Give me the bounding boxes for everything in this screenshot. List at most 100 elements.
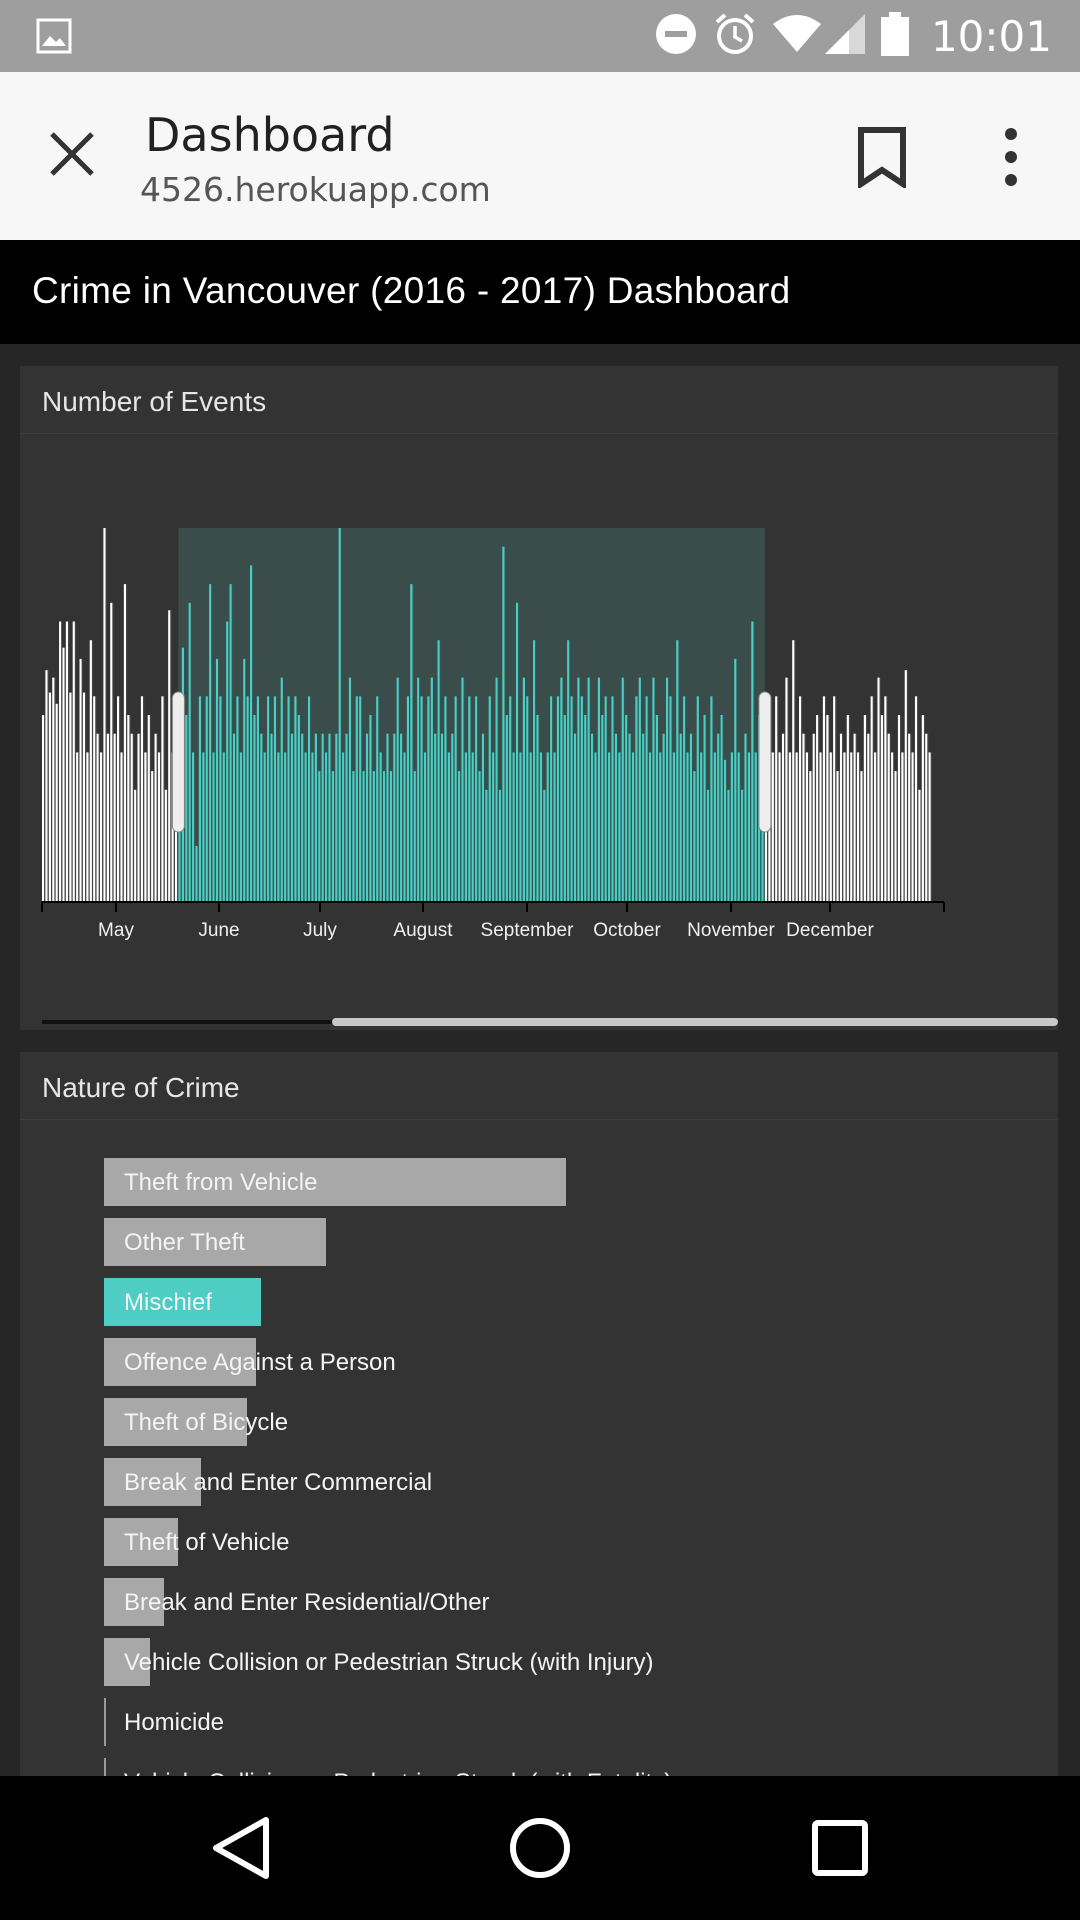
brush-handle-left[interactable] bbox=[171, 691, 185, 833]
close-button[interactable] bbox=[42, 124, 102, 184]
events-bar-chart[interactable]: May June July August September October Novembe… bbox=[20, 434, 1058, 994]
event-bar-gap bbox=[620, 752, 622, 902]
event-bar-gap bbox=[241, 752, 244, 902]
crime-bar-row[interactable]: Break and Enter Residential/Other bbox=[104, 1578, 664, 1626]
event-bar-gap bbox=[753, 621, 755, 902]
event-bar-gap bbox=[170, 610, 172, 902]
event-bar bbox=[294, 696, 297, 902]
event-bar-gap bbox=[521, 752, 523, 902]
event-bar bbox=[444, 696, 447, 902]
event-bar bbox=[601, 715, 604, 902]
event-bar-gap bbox=[811, 771, 813, 902]
crime-bar-row[interactable]: Other Theft bbox=[104, 1218, 664, 1266]
event-bar bbox=[311, 752, 314, 902]
crime-bar bbox=[104, 1398, 248, 1446]
event-bar bbox=[209, 584, 212, 902]
event-bar bbox=[860, 771, 863, 902]
crime-bar-label: Mischief bbox=[124, 1289, 213, 1316]
event-bar bbox=[686, 752, 689, 902]
home-button[interactable] bbox=[504, 1812, 576, 1884]
event-bar-gap bbox=[238, 696, 240, 902]
event-bar bbox=[168, 610, 171, 902]
event-bar bbox=[816, 715, 819, 902]
crime-bar-row[interactable]: Break and Enter Commercial bbox=[104, 1458, 664, 1506]
event-bar-gap bbox=[780, 752, 782, 902]
event-bar-gap bbox=[317, 733, 319, 902]
image-icon bbox=[36, 18, 72, 59]
event-bar bbox=[140, 696, 144, 902]
crime-bar-row[interactable]: Vehicle Collision or Pedestrian Struck (… bbox=[104, 1638, 664, 1686]
event-bar bbox=[676, 640, 679, 902]
overflow-menu-button[interactable] bbox=[990, 124, 1032, 190]
event-bar bbox=[826, 715, 829, 902]
back-button[interactable] bbox=[204, 1812, 276, 1884]
event-bar bbox=[853, 733, 856, 902]
event-bar bbox=[423, 752, 427, 902]
crime-bar-row[interactable]: Mischief bbox=[104, 1278, 664, 1326]
event-bar bbox=[253, 715, 256, 902]
event-bar-gap bbox=[668, 677, 670, 902]
event-bar-gap bbox=[357, 696, 360, 902]
event-bar bbox=[833, 696, 836, 902]
event-bar-gap bbox=[344, 752, 346, 902]
event-bar bbox=[700, 752, 703, 902]
event-bar-gap bbox=[231, 584, 233, 902]
event-bar-gap bbox=[467, 752, 469, 902]
event-bar bbox=[475, 696, 478, 902]
event-bar bbox=[342, 752, 345, 902]
event-bar-gap bbox=[85, 692, 87, 902]
recents-button[interactable] bbox=[804, 1812, 876, 1884]
event-bar bbox=[188, 602, 191, 902]
event-bar bbox=[362, 771, 365, 902]
event-bar-gap bbox=[405, 752, 407, 902]
chart-scroll-thumb[interactable] bbox=[332, 1018, 1058, 1026]
chart-scroll-track[interactable] bbox=[42, 1018, 1058, 1026]
event-bar bbox=[792, 640, 795, 902]
event-bar bbox=[417, 677, 420, 902]
event-bar-gap bbox=[876, 752, 878, 902]
event-bar bbox=[669, 696, 672, 902]
event-bar bbox=[512, 752, 515, 902]
event-bar-gap bbox=[756, 752, 759, 902]
event-bar bbox=[785, 677, 788, 902]
crime-bar-row[interactable]: Theft of Vehicle bbox=[104, 1518, 664, 1566]
event-bar-gap bbox=[248, 696, 251, 902]
event-bar bbox=[642, 733, 645, 902]
event-bar bbox=[55, 703, 58, 902]
close-icon bbox=[50, 132, 94, 176]
custom-tab-toolbar: Dashboard 4526.herokuapp.com bbox=[0, 72, 1080, 240]
event-bar bbox=[202, 752, 205, 902]
event-bar bbox=[246, 696, 249, 902]
event-bar bbox=[359, 696, 362, 902]
event-bar bbox=[437, 640, 440, 902]
crime-bar-row[interactable]: Vehicle Collision or Pedestrian Struck (… bbox=[104, 1758, 670, 1776]
crime-bar-row[interactable]: Theft from Vehicle bbox=[104, 1158, 664, 1206]
event-bar-gap bbox=[460, 771, 462, 902]
event-bar-gap bbox=[501, 789, 503, 902]
event-bar-gap bbox=[698, 696, 701, 902]
event-bar-gap bbox=[562, 677, 564, 902]
event-bar bbox=[325, 752, 328, 902]
crime-bar-label: Theft from Vehicle bbox=[124, 1169, 318, 1196]
event-bar-gap bbox=[439, 640, 441, 902]
crime-bar-row[interactable]: Homicide bbox=[104, 1698, 664, 1746]
event-bar bbox=[850, 752, 853, 902]
event-bar bbox=[631, 752, 635, 902]
event-bar-gap bbox=[228, 621, 230, 902]
brush-handle-right[interactable] bbox=[758, 691, 772, 833]
event-bar bbox=[185, 715, 188, 902]
event-bar bbox=[72, 621, 75, 902]
event-bar bbox=[901, 752, 904, 902]
event-bar-gap bbox=[835, 696, 837, 902]
event-bar-gap bbox=[552, 696, 554, 902]
crime-bar-row[interactable]: Theft of Bicycle bbox=[104, 1398, 664, 1446]
event-bar bbox=[263, 752, 266, 902]
bookmark-button[interactable] bbox=[856, 126, 908, 190]
crime-bar-row[interactable]: Offence Against a Person bbox=[104, 1338, 664, 1386]
event-bar-gap bbox=[78, 752, 80, 902]
page-url[interactable]: 4526.herokuapp.com bbox=[140, 170, 491, 209]
event-bar bbox=[345, 733, 348, 902]
event-bar-gap bbox=[746, 733, 748, 902]
x-tick-label: June bbox=[198, 920, 239, 941]
event-bar-gap bbox=[828, 715, 830, 902]
